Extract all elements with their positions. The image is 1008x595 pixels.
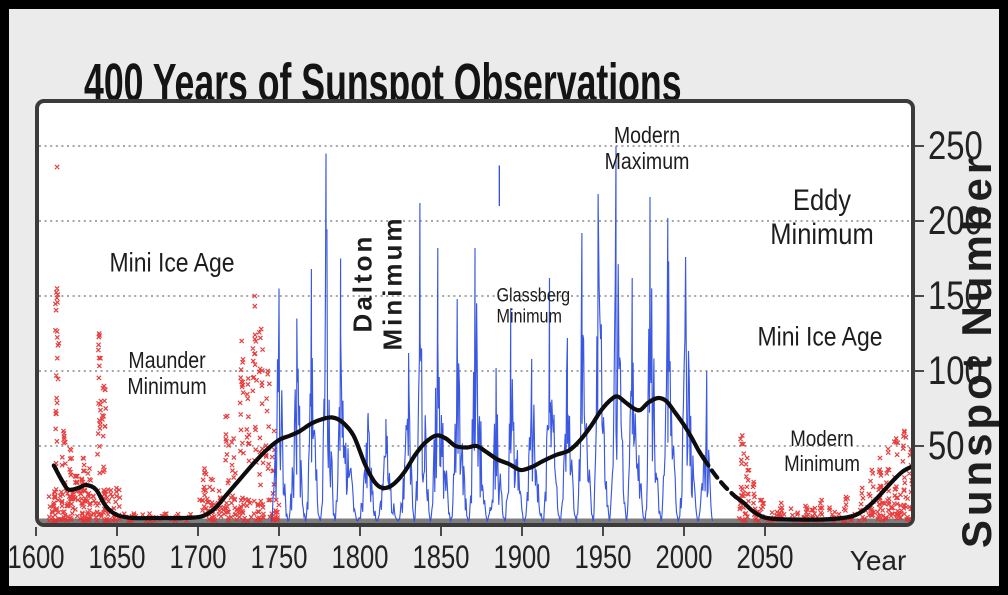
x-tick: [278, 527, 280, 536]
plot-area: [35, 99, 915, 527]
plot-svg: [39, 145, 911, 523]
y-axis-title: Sunspot Number: [953, 153, 1000, 549]
x-tick: [440, 527, 442, 536]
y-tick: [915, 445, 924, 447]
x-tick: [116, 527, 118, 536]
x-tick: [35, 527, 37, 536]
x-tick: [602, 527, 604, 536]
x-tick-label: 1850: [412, 539, 470, 575]
y-tick: [915, 220, 924, 222]
black-trend-solid-future: [733, 464, 911, 522]
x-tick-label: 1800: [331, 539, 389, 575]
x-axis-title: Year: [849, 545, 907, 576]
x-tick: [683, 527, 685, 536]
blue-sunspot-series: [270, 145, 713, 523]
y-tick: [915, 295, 924, 297]
x-tick: [359, 527, 361, 536]
black-trend-solid: [51, 394, 706, 521]
x-tick-label: 1750: [250, 539, 308, 575]
y-tick: [915, 145, 924, 147]
x-tick: [197, 527, 199, 536]
red-future-observations: [736, 428, 911, 523]
x-tick-label: 1950: [574, 539, 632, 575]
x-tick-label: 1700: [169, 539, 227, 575]
x-tick: [521, 527, 523, 536]
y-tick: [915, 370, 924, 372]
x-tick: [764, 527, 766, 536]
x-tick-label: 2000: [655, 539, 713, 575]
x-tick-label: 1900: [493, 539, 551, 575]
black-trend-dashed: [701, 455, 738, 500]
x-tick-label: 1600: [7, 539, 65, 575]
x-tick-label: 2050: [736, 539, 794, 575]
x-tick-label: 1650: [88, 539, 146, 575]
